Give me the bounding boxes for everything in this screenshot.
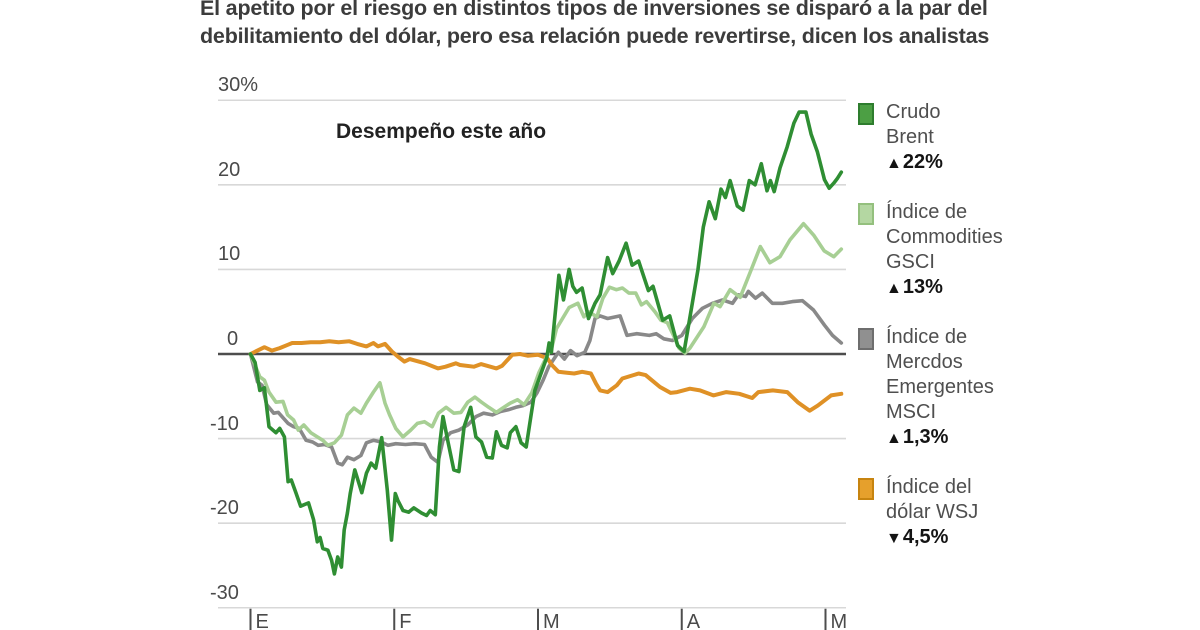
headline-line-2: debilitamiento del dólar, pero esa relac… bbox=[200, 24, 990, 48]
headline: El apetito por el riesgo en distintos ti… bbox=[200, 0, 1030, 50]
series-line-2 bbox=[248, 221, 844, 448]
x-tick-label: F bbox=[399, 611, 412, 630]
x-tick-label: E bbox=[255, 611, 269, 630]
y-tick-label: -20 bbox=[210, 497, 239, 520]
y-tick-label: 10 bbox=[218, 243, 241, 266]
series-line-1 bbox=[248, 110, 844, 576]
x-tick-label: M bbox=[543, 611, 560, 630]
x-tick-label: M bbox=[830, 611, 848, 630]
y-tick-label: -10 bbox=[210, 412, 239, 435]
y-tick-label: -30 bbox=[210, 581, 239, 604]
x-tick-label: A bbox=[686, 611, 701, 630]
headline-line-1: El apetito por el riesgo en distintos ti… bbox=[200, 0, 988, 20]
series-line-3 bbox=[248, 289, 844, 467]
chart-title: Desempeño este año bbox=[336, 120, 547, 143]
y-tick-label: 0 bbox=[227, 328, 239, 350]
series-line-4 bbox=[248, 339, 844, 413]
y-tick-label: 20 bbox=[218, 158, 241, 181]
y-tick-label: 30% bbox=[218, 74, 259, 97]
